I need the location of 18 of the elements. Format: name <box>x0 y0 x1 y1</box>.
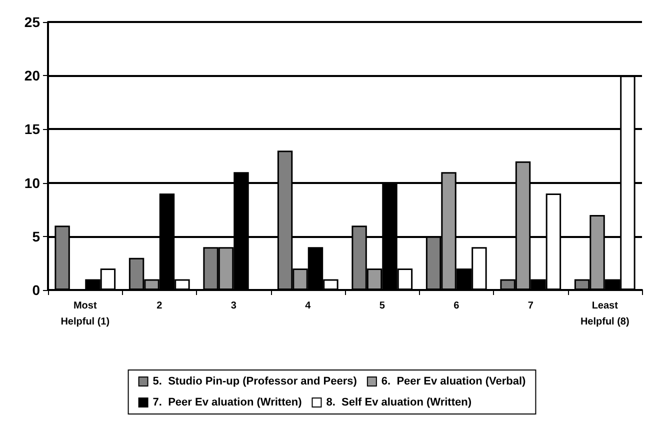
legend-label: 7. Peer Ev aluation (Written) <box>152 396 302 408</box>
x-tick-label: 4 <box>305 300 312 312</box>
y-tick-label: 15 <box>24 121 40 138</box>
x-tick-label: 2 <box>156 300 163 312</box>
legend-label: 5. Studio Pin-up (Professor and Peers) <box>152 376 358 388</box>
x-tick-label: Least Helpful (8) <box>580 300 630 328</box>
x-tick-label: Most Helpful (1) <box>60 300 110 328</box>
legend-label: 6. Peer Ev aluation (Verbal) <box>381 376 526 388</box>
y-tick-label: 20 <box>24 68 40 84</box>
x-tick-label: 3 <box>230 300 237 312</box>
legend-label: 8. Self Ev aluation (Written) <box>326 396 472 408</box>
x-tick-label: 6 <box>454 300 460 312</box>
y-tick-label: 10 <box>24 174 40 191</box>
x-tick-label: 7 <box>528 300 534 312</box>
x-tick-label: 5 <box>379 300 386 312</box>
y-tick-label: 0 <box>32 282 40 298</box>
y-tick-label: 5 <box>32 228 40 244</box>
y-tick-label: 25 <box>24 14 40 30</box>
